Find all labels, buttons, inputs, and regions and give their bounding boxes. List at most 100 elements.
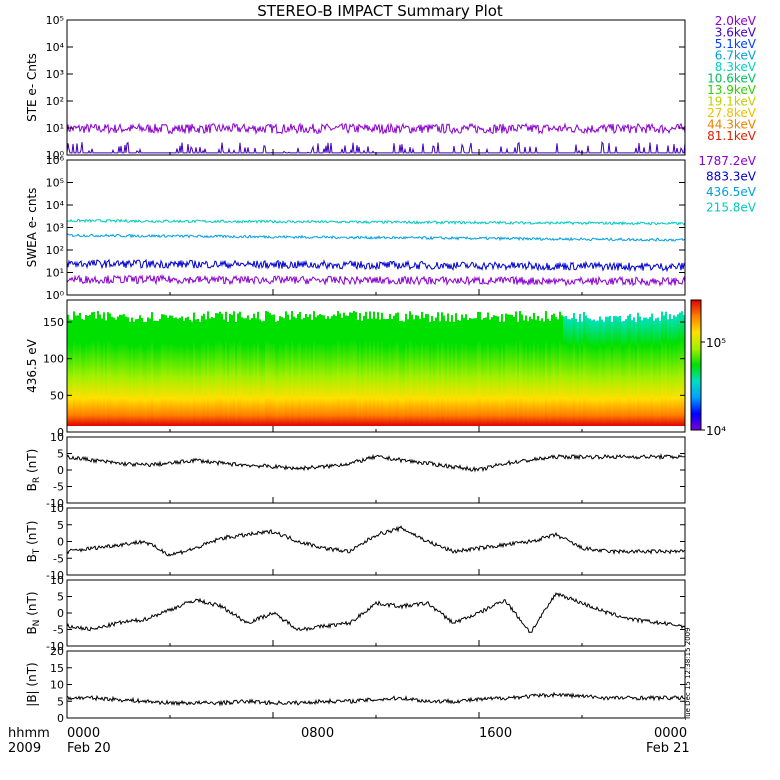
heatmap-column xyxy=(443,315,445,426)
heatmap-column xyxy=(129,321,131,426)
heatmap-column xyxy=(405,313,407,426)
heatmap-column xyxy=(285,311,287,426)
heatmap-column xyxy=(613,316,615,426)
heatmap-column xyxy=(497,316,499,426)
heatmap-column xyxy=(645,317,647,426)
heatmap-column xyxy=(117,316,119,426)
heatmap-column xyxy=(663,315,665,426)
heatmap-column xyxy=(673,315,675,426)
heatmap-column xyxy=(653,320,655,426)
heatmap-column xyxy=(579,313,581,426)
heatmap-column xyxy=(633,317,635,426)
heatmap-column xyxy=(471,318,473,426)
heatmap-column xyxy=(301,319,303,426)
heatmap-column xyxy=(275,321,277,426)
heatmap-column xyxy=(251,318,253,426)
heatmap-column xyxy=(503,321,505,426)
heatmap-column xyxy=(409,311,411,426)
heatmap-column xyxy=(279,316,281,426)
legend-ste-8: 27.8keV xyxy=(707,106,757,120)
heatmap-column xyxy=(535,319,537,426)
heatmap-column xyxy=(467,319,469,426)
x-tick-2: 1600 xyxy=(479,726,512,741)
heatmap-column xyxy=(283,318,285,426)
ytick-label: 10 xyxy=(50,679,64,692)
heatmap-column xyxy=(509,314,511,426)
heatmap-column xyxy=(231,314,233,426)
heatmap-column xyxy=(377,312,379,426)
ytick-label: 10⁵ xyxy=(46,14,64,27)
heatmap-column xyxy=(159,319,161,426)
heatmap-column xyxy=(435,317,437,426)
x-date-end: Feb 21 xyxy=(646,741,690,756)
heatmap-column xyxy=(321,315,323,426)
heatmap-column xyxy=(287,314,289,426)
heatmap-column xyxy=(515,311,517,426)
frame-swea xyxy=(66,159,686,296)
heatmap-column xyxy=(539,320,541,426)
heatmap-column xyxy=(333,314,335,426)
frame-bt xyxy=(66,507,686,576)
heatmap-column xyxy=(255,318,257,426)
ytick-label: -10 xyxy=(46,640,64,653)
heatmap-column xyxy=(245,318,247,426)
series-swea-2 xyxy=(66,258,686,273)
heatmap-column xyxy=(137,318,139,426)
heatmap-column xyxy=(223,319,225,426)
heatmap-column xyxy=(513,316,515,426)
heatmap-column xyxy=(241,317,243,426)
heatmap-column xyxy=(237,313,239,426)
heatmap-column xyxy=(675,316,677,426)
panel-pad: 0 50 100 150 436.5 eV xyxy=(25,299,686,439)
heatmap-column xyxy=(549,320,551,426)
heatmap-column xyxy=(441,312,443,426)
timestamp: Tue Dec 15 12:38:15 2009 xyxy=(684,627,692,721)
heatmap-column xyxy=(143,321,145,426)
heatmap-column xyxy=(571,318,573,426)
ytick-label: 0 xyxy=(57,464,64,477)
heatmap-column xyxy=(263,320,265,426)
heatmap-column xyxy=(669,314,671,426)
heatmap-column xyxy=(309,314,311,426)
heatmap-column xyxy=(583,311,585,426)
heatmap-column xyxy=(93,311,95,426)
heatmap-column xyxy=(557,319,559,426)
heatmap-column xyxy=(379,319,381,426)
heatmap-column xyxy=(525,315,527,426)
heatmap-column xyxy=(661,311,663,426)
ytick-label: 50 xyxy=(50,389,64,402)
heatmap-column xyxy=(395,313,397,426)
heatmap-column xyxy=(311,319,313,426)
ytick-label: 0 xyxy=(57,607,64,620)
heatmap-column xyxy=(305,314,307,426)
ytick-label: -5 xyxy=(53,624,64,637)
heatmap-column xyxy=(451,315,453,426)
heatmap-column xyxy=(489,319,491,426)
series-ste-1 xyxy=(66,141,686,155)
colorbar-gradient xyxy=(690,299,702,431)
heatmap-column xyxy=(191,321,193,426)
heatmap-column xyxy=(313,311,315,426)
heatmap-column xyxy=(399,321,401,426)
heatmap-column xyxy=(109,313,111,426)
heatmap-column xyxy=(79,312,81,426)
heatmap-column xyxy=(155,320,157,426)
heatmap-column xyxy=(135,319,137,426)
heatmap-column xyxy=(337,311,339,426)
heatmap-column xyxy=(601,319,603,426)
legend-ste-2: 5.1keV xyxy=(715,37,757,51)
heatmap-column xyxy=(477,311,479,426)
heatmap-column xyxy=(163,314,165,426)
heatmap-column xyxy=(493,315,495,426)
heatmap-column xyxy=(599,316,601,426)
heatmap-column xyxy=(561,315,563,426)
heatmap-column xyxy=(627,315,629,426)
heatmap-column xyxy=(677,314,679,426)
heatmap-column xyxy=(413,319,415,426)
heatmap-column xyxy=(637,312,639,426)
colorbar-label-0: 10⁴ xyxy=(706,424,726,438)
heatmap-column xyxy=(187,316,189,426)
heatmap-column xyxy=(227,321,229,426)
heatmap-column xyxy=(581,321,583,426)
